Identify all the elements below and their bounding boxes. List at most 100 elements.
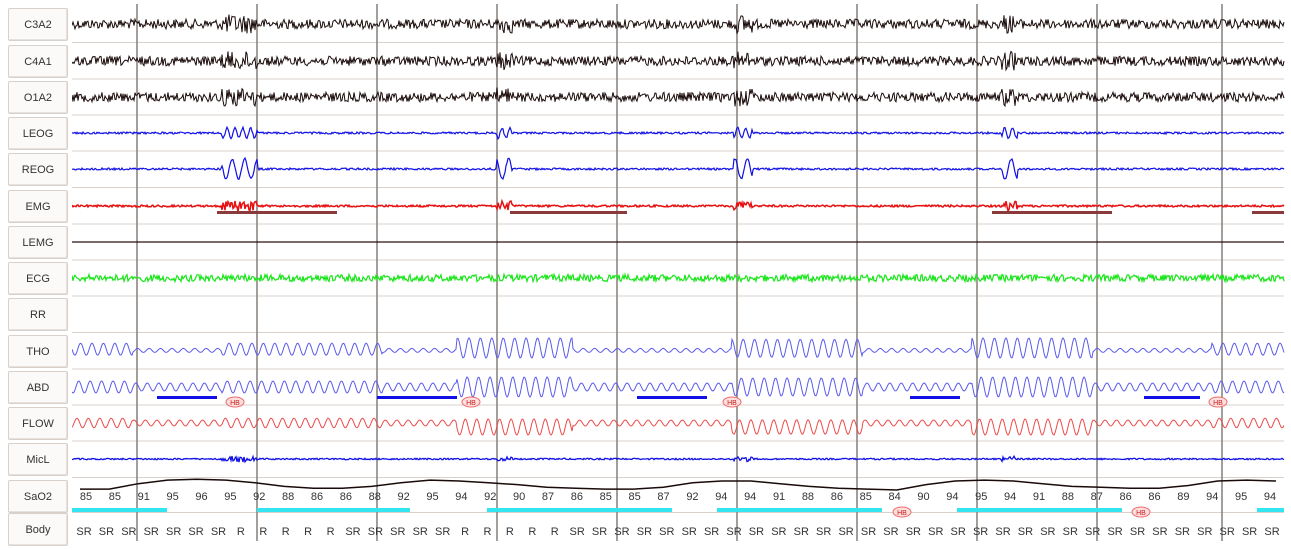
channel-label-micl[interactable]: MicL [8,443,68,476]
event-tag-icon [461,396,481,408]
micl-trace [71,454,1285,464]
channel-label-ecg[interactable]: ECG [8,262,68,295]
sao2-value: 94 [744,491,756,503]
signal-plot-area[interactable]: 85 85 91 95 96 95 92 88 86 86 88 92 95 94 92 90 87 86 85 85… [71,0,1291,545]
sao2-value: 96 [195,491,207,503]
position-segment-bar [1257,508,1284,512]
channel-label-emg[interactable]: EMG [8,190,68,223]
body-position-value: SR [637,526,652,538]
event-tag-label: HB [1136,510,1146,517]
sao2-value: 92 [686,491,698,503]
event-tag-label: HB [1213,400,1223,407]
sao2-value: 85 [600,491,612,503]
body-position-value: SR [614,526,629,538]
channel-label-column: C3A2 C4A1 O1A2 LEOG REOG EMG LEMG ECG RR… [0,0,72,546]
body-position-value: SR [861,526,876,538]
body-position-value: SR [794,526,809,538]
eeg-trace-c4a1 [71,50,1285,72]
body-position-value: SR [973,526,988,538]
sao2-value: 88 [1062,491,1074,503]
event-tag-label: HB [897,510,907,517]
emg-trace [71,198,1285,213]
body-position-value: SR [166,526,181,538]
body-position-value: SR [569,526,584,538]
ecg-trace [71,272,1285,284]
channel-label-o1a2[interactable]: O1A2 [8,81,68,114]
body-position-value: SR [838,526,853,538]
body-position-value: R [259,526,267,538]
body-position-value: SR [345,526,360,538]
body-position-value: SR [76,526,91,538]
body-position-value: SR [726,526,741,538]
body-position-value: R [483,526,491,538]
event-tag-label: HB [230,400,240,407]
sao2-value: 86 [571,491,583,503]
sao2-value: 94 [1206,491,1218,503]
apnea-event-bar [637,396,707,399]
channel-label-body[interactable]: Body [8,513,68,546]
sao2-curve [80,478,1277,491]
sao2-value: 95 [975,491,987,503]
body-position-value: SR [1063,526,1078,538]
sao2-value: 91 [773,491,785,503]
sao2-value: 86 [1148,491,1160,503]
channel-label-leog[interactable]: LEOG [8,117,68,150]
sao2-value: 92 [253,491,265,503]
body-position-value: SR [211,526,226,538]
channel-label-lemg[interactable]: LEMG [8,226,68,259]
body-position-value: R [506,526,514,538]
sao2-value: 94 [715,491,727,503]
channel-label-c3a2[interactable]: C3A2 [8,8,68,41]
position-segment-bar [957,508,1122,512]
body-position-value: R [528,526,536,538]
body-position-value: SR [1197,526,1212,538]
sao2-value: 85 [109,491,121,503]
apnea-event-bar [1144,396,1200,399]
body-position-value: SR [704,526,719,538]
body-position-value: SR [1152,526,1167,538]
apnea-event-bar [910,396,960,399]
body-position-value: SR [951,526,966,538]
channel-label-abd[interactable]: ABD [8,371,68,404]
sao2-value: 86 [1119,491,1131,503]
sao2-value: 84 [888,491,900,503]
body-position-value: SR [659,526,674,538]
position-segment-bar [487,508,672,512]
apnea-event-bar [377,396,457,399]
body-position-value: SR [121,526,136,538]
body-position-value: SR [1220,526,1235,538]
position-segment-bar [257,508,410,512]
channel-label-flow[interactable]: FLOW [8,407,68,440]
sao2-value: 88 [282,491,294,503]
body-position-value: SR [995,526,1010,538]
body-position-value: R [282,526,290,538]
sao2-value: 91 [138,491,150,503]
body-position-value: SR [413,526,428,538]
body-position-value: SR [1175,526,1190,538]
channel-label-c4a1[interactable]: C4A1 [8,45,68,78]
body-position-value: SR [1107,526,1122,538]
sao2-value: 94 [946,491,958,503]
event-tag-icon [1208,396,1228,408]
sao2-value: 95 [224,491,236,503]
body-position-value: SR [816,526,831,538]
event-tag-label: HB [466,400,476,407]
channel-label-reog[interactable]: REOG [8,153,68,186]
sao2-value: 86 [311,491,323,503]
sao2-value: 85 [860,491,872,503]
channel-label-rr[interactable]: RR [8,298,68,331]
sao2-value: 90 [513,491,525,503]
body-position-value: SR [144,526,159,538]
body-position-value: R [304,526,312,538]
body-position-value: SR [749,526,764,538]
channel-label-tho[interactable]: THO [8,335,68,368]
emg-event-bar [510,211,627,214]
sao2-value: 86 [340,491,352,503]
body-position-value: SR [1040,526,1055,538]
body-position-value: SR [1085,526,1100,538]
eeg-trace-o1a2 [71,87,1285,108]
sao2-value: 94 [455,491,467,503]
position-segment-bar [72,508,167,512]
channel-label-sao2[interactable]: SaO2 [8,480,68,513]
